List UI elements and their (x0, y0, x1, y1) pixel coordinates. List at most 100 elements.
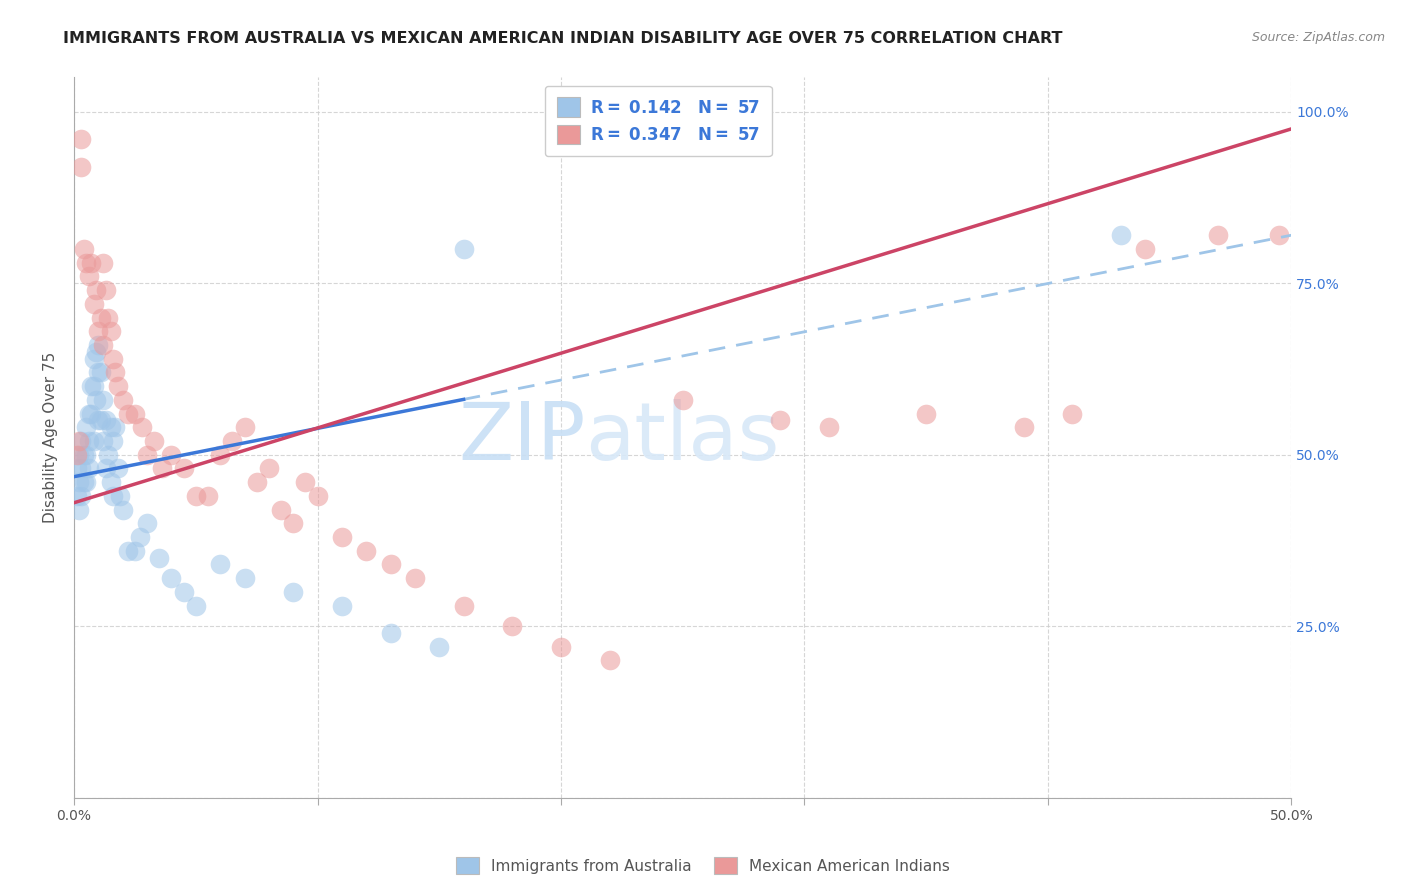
Point (184, 489, 207, 503)
Point (75, 448, 97, 462)
Point (453, 242, 475, 256)
Point (915, 407, 938, 421)
Point (672, 392, 695, 407)
Point (111, 392, 134, 407)
Point (221, 434, 243, 448)
Point (101, 434, 124, 448)
Point (94, 413, 117, 427)
Point (380, 626, 402, 640)
Y-axis label: Disability Age Over 75: Disability Age Over 75 (44, 352, 58, 524)
Point (75, 255, 97, 269)
Point (80, 407, 103, 421)
Point (77, 269, 100, 284)
Point (453, 599, 475, 613)
Point (283, 585, 305, 599)
Point (104, 365, 127, 379)
Point (150, 461, 173, 475)
Point (70, 160, 93, 174)
Point (599, 653, 621, 667)
Point (128, 530, 150, 544)
Point (84, 283, 107, 297)
Point (246, 475, 269, 490)
Point (70, 461, 93, 475)
Point (283, 516, 305, 531)
Point (87, 324, 110, 338)
Text: Source: ZipAtlas.com: Source: ZipAtlas.com (1251, 31, 1385, 45)
Point (91, 255, 114, 269)
Point (817, 420, 839, 434)
Point (75, 475, 97, 490)
Point (404, 571, 426, 585)
Point (197, 489, 219, 503)
Point (173, 461, 195, 475)
Point (73, 242, 96, 256)
Point (94, 283, 117, 297)
Point (257, 461, 280, 475)
Point (330, 530, 353, 544)
Point (67, 475, 90, 490)
Point (173, 585, 195, 599)
Point (550, 640, 572, 654)
Point (80, 255, 103, 269)
Point (100, 420, 122, 434)
Point (73, 448, 96, 462)
Point (294, 475, 316, 490)
Text: atlas: atlas (585, 399, 780, 476)
Point (75, 420, 97, 434)
Point (90, 365, 112, 379)
Point (111, 502, 134, 516)
Point (97, 310, 120, 325)
Point (87, 413, 110, 427)
Point (160, 448, 183, 462)
Text: IMMIGRANTS FROM AUSTRALIA VS MEXICAN AMERICAN INDIAN DISABILITY AGE OVER 75 CORR: IMMIGRANTS FROM AUSTRALIA VS MEXICAN AME… (63, 31, 1062, 46)
Legend: Immigrants from Australia, Mexican American Indians: Immigrants from Australia, Mexican Ameri… (450, 851, 956, 880)
Point (77, 461, 100, 475)
Point (70, 489, 93, 503)
Point (65, 448, 87, 462)
Point (427, 640, 450, 654)
Point (91, 338, 114, 352)
Point (83, 434, 105, 448)
Point (107, 379, 129, 393)
Point (70, 132, 93, 146)
Point (104, 420, 127, 434)
Text: ZIP: ZIP (458, 399, 585, 476)
Point (90, 413, 112, 427)
Point (307, 489, 329, 503)
Point (80, 379, 103, 393)
Point (70, 434, 93, 448)
Point (209, 558, 232, 572)
Point (136, 448, 159, 462)
Point (1109, 228, 1132, 243)
Point (1135, 242, 1157, 256)
Point (136, 516, 159, 531)
Point (769, 413, 792, 427)
Point (1208, 228, 1230, 243)
Point (91, 392, 114, 407)
Point (101, 489, 124, 503)
Point (100, 324, 122, 338)
Point (77, 434, 100, 448)
Point (87, 338, 110, 352)
Point (380, 558, 402, 572)
Point (160, 571, 183, 585)
Point (131, 420, 153, 434)
Point (354, 543, 377, 558)
Point (94, 461, 117, 475)
Point (100, 475, 122, 490)
Point (124, 407, 146, 421)
Point (148, 550, 170, 565)
Point (83, 297, 105, 311)
Point (1012, 420, 1035, 434)
Point (1062, 407, 1084, 421)
Point (209, 448, 232, 462)
Point (110, 489, 132, 503)
Point (90, 310, 112, 325)
Point (117, 407, 139, 421)
Point (67, 434, 90, 448)
Point (501, 619, 523, 633)
Point (1268, 228, 1291, 243)
Point (67, 502, 90, 516)
Point (67, 448, 90, 462)
Point (83, 351, 105, 366)
